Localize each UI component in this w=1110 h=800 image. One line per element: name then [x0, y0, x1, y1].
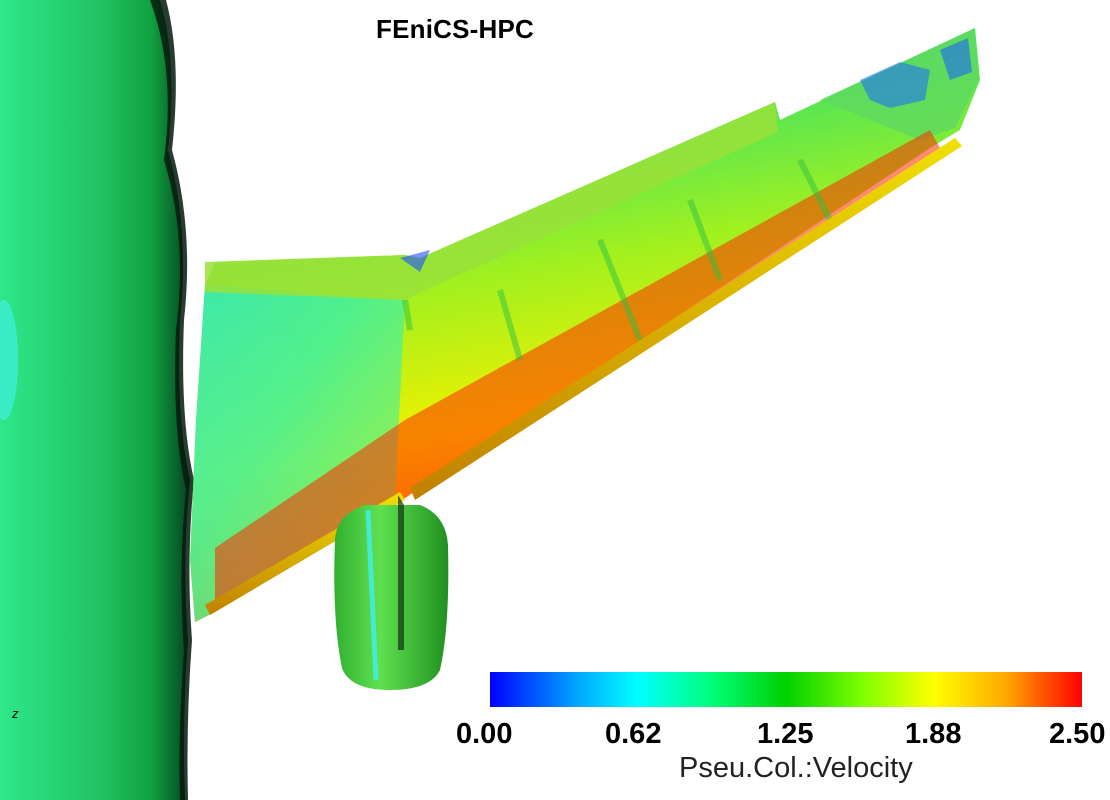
title-label: FEniCS-HPC — [376, 14, 534, 44]
colorbar-tick: 0.00 — [456, 718, 513, 750]
engine-nacelle — [334, 495, 449, 690]
fuselage — [0, 0, 194, 800]
colorbar-tick: 1.88 — [905, 718, 962, 750]
colorbar-tick: 0.62 — [605, 718, 662, 750]
colorbar-tick: 2.50 — [1049, 718, 1106, 750]
colorbar-title: Pseu.Col.:Velocity — [679, 752, 913, 784]
axis-label-z: z — [12, 706, 19, 721]
velocity-colorbar — [490, 672, 1082, 707]
wing — [190, 28, 980, 622]
colorbar-tick: 1.25 — [757, 718, 814, 750]
